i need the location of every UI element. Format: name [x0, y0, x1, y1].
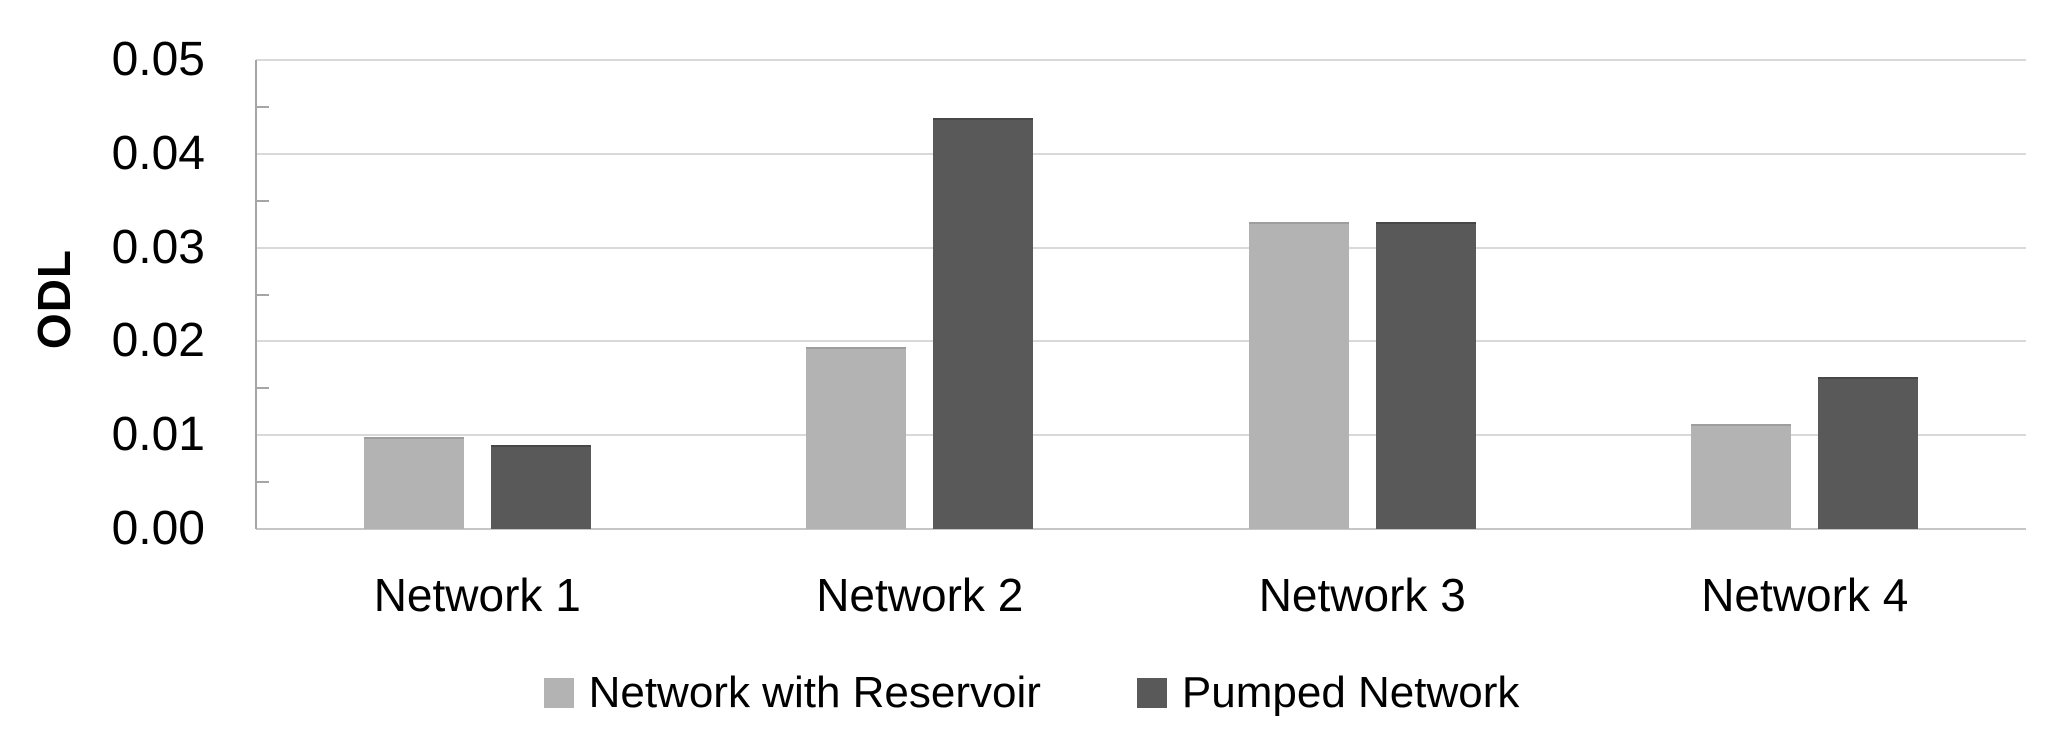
bar-reservoir-1 — [363, 437, 464, 529]
legend-swatch-reservoir — [543, 678, 574, 708]
y-axis-line — [255, 60, 257, 529]
bar-reservoir-2 — [806, 347, 907, 529]
x-axis-category-label: Network 3 — [1258, 569, 1466, 621]
gridline — [256, 434, 2026, 437]
x-axis-category-label: Network 4 — [1701, 569, 1909, 621]
legend-item-reservoir: Network with Reservoir — [543, 668, 1041, 718]
y-axis-tick-label: 0.05 — [111, 33, 205, 86]
bar-reservoir-3 — [1248, 222, 1349, 529]
legend-label-pumped: Pumped Network — [1181, 668, 1520, 717]
y-axis-minor-tick — [256, 105, 269, 108]
bar-pumped-3 — [1375, 222, 1476, 529]
legend-label-reservoir: Network with Reservoir — [588, 668, 1041, 717]
x-axis-category-label: Network 1 — [373, 569, 581, 621]
x-axis-baseline — [256, 528, 2026, 530]
y-axis-tick-label: 0.04 — [111, 126, 205, 180]
gridline — [256, 246, 2026, 249]
gridline — [256, 59, 2026, 61]
bar-pumped-2 — [933, 118, 1034, 529]
gridline — [256, 340, 2026, 343]
y-axis-tick-label: 0.03 — [111, 220, 205, 274]
bar-pumped-4 — [1818, 377, 1919, 529]
gridline — [256, 152, 2026, 155]
y-axis-minor-tick — [256, 481, 269, 484]
x-axis-category-label: Network 2 — [816, 569, 1024, 621]
bar-reservoir-4 — [1691, 423, 1792, 529]
bar-pumped-1 — [490, 444, 591, 529]
y-axis-minor-tick — [256, 387, 269, 390]
legend: Network with Reservoir Pumped Network — [0, 668, 2063, 718]
y-axis-tick-label: 0.02 — [111, 314, 205, 368]
y-axis-minor-tick — [256, 293, 269, 296]
legend-swatch-pumped — [1136, 678, 1167, 708]
legend-item-pumped: Pumped Network — [1136, 668, 1520, 718]
y-axis-tick-label: 0.00 — [111, 502, 205, 555]
y-axis-tick-label: 0.01 — [111, 408, 205, 462]
y-axis-minor-tick — [256, 199, 269, 202]
